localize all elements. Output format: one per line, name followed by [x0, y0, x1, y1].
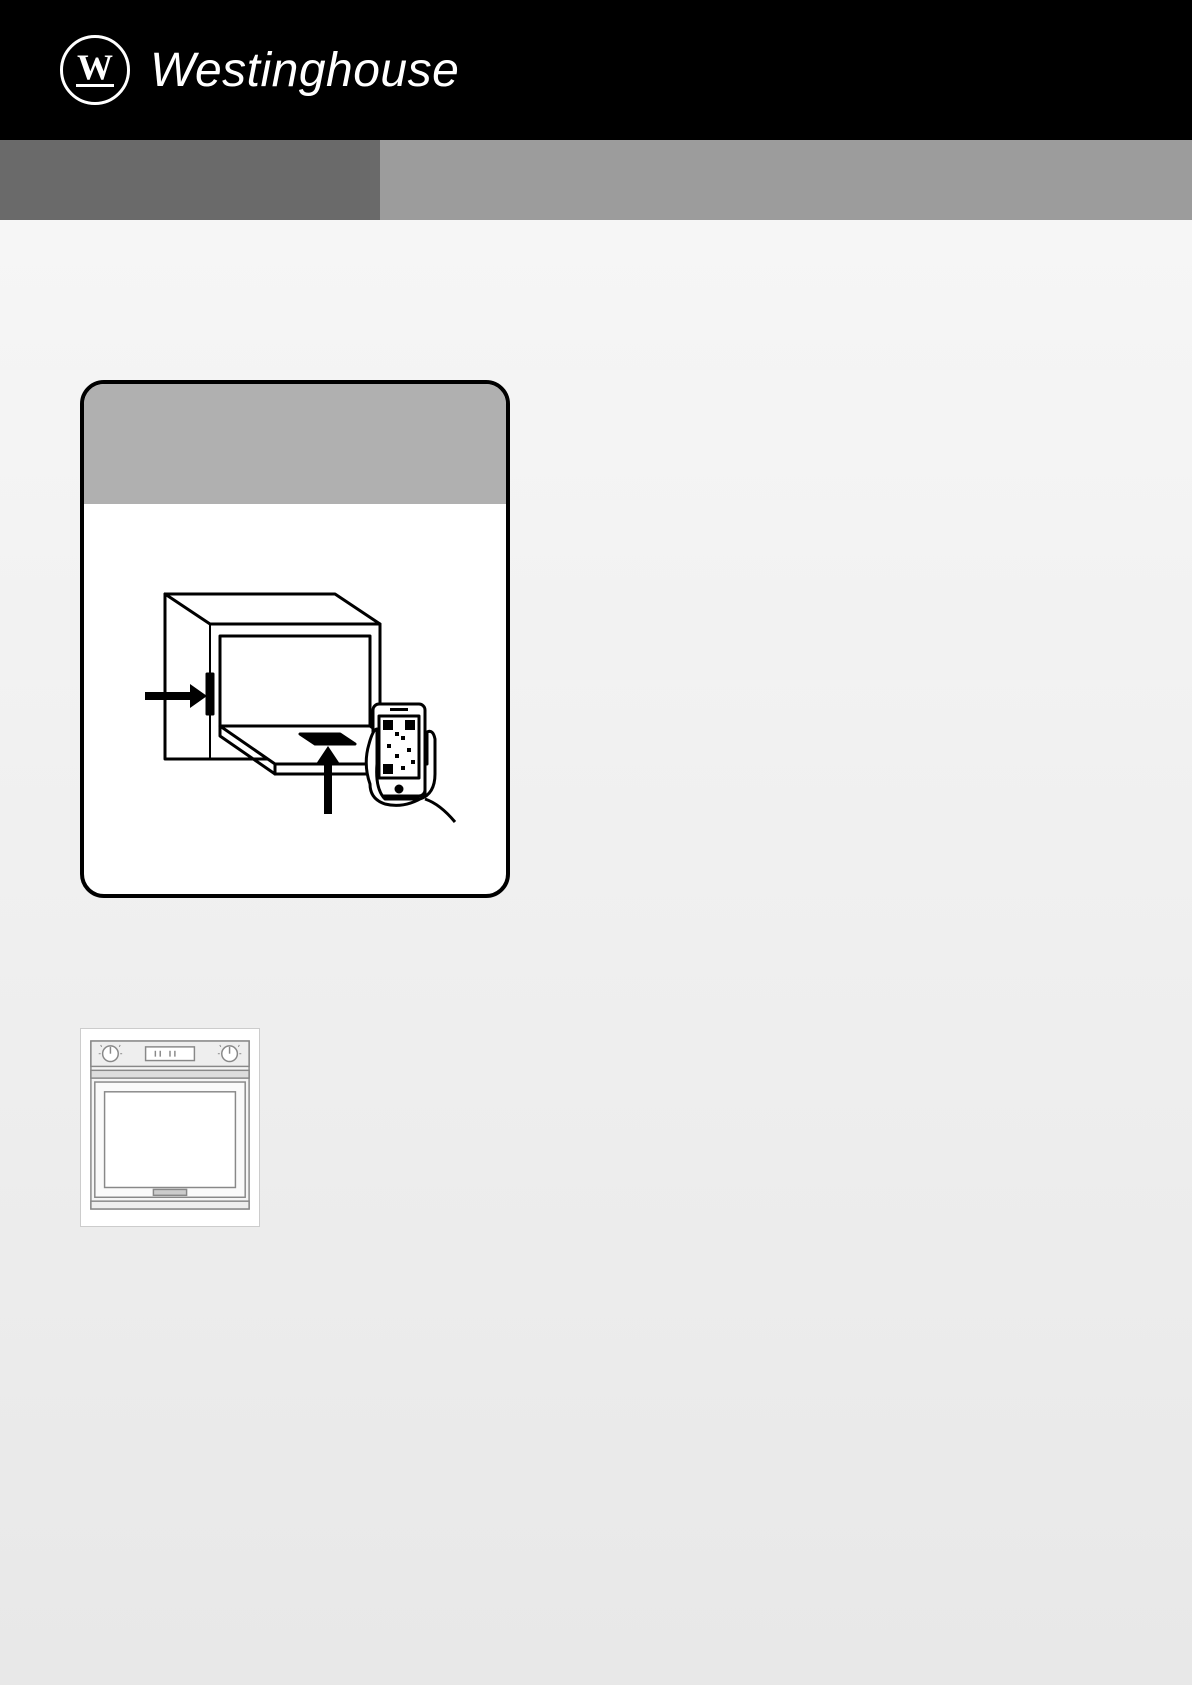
logo-circle-icon: W	[60, 35, 130, 105]
header: W Westinghouse	[0, 0, 1192, 140]
oven-front-icon	[87, 1035, 253, 1215]
qr-scan-instruction-card	[80, 380, 510, 898]
logo-letter: W	[77, 53, 113, 82]
page-content	[0, 220, 1192, 1267]
brand-logo: W Westinghouse	[60, 35, 459, 105]
subheader-dark-section	[0, 140, 380, 220]
brand-name: Westinghouse	[150, 43, 459, 98]
subheader-bar	[0, 140, 1192, 220]
card-body	[84, 504, 506, 894]
subheader-light-section	[380, 140, 1192, 220]
oven-qr-illustration-icon	[125, 564, 465, 824]
card-header-band	[84, 384, 506, 504]
product-photo	[80, 1028, 260, 1227]
logo-underline-icon	[76, 84, 114, 87]
